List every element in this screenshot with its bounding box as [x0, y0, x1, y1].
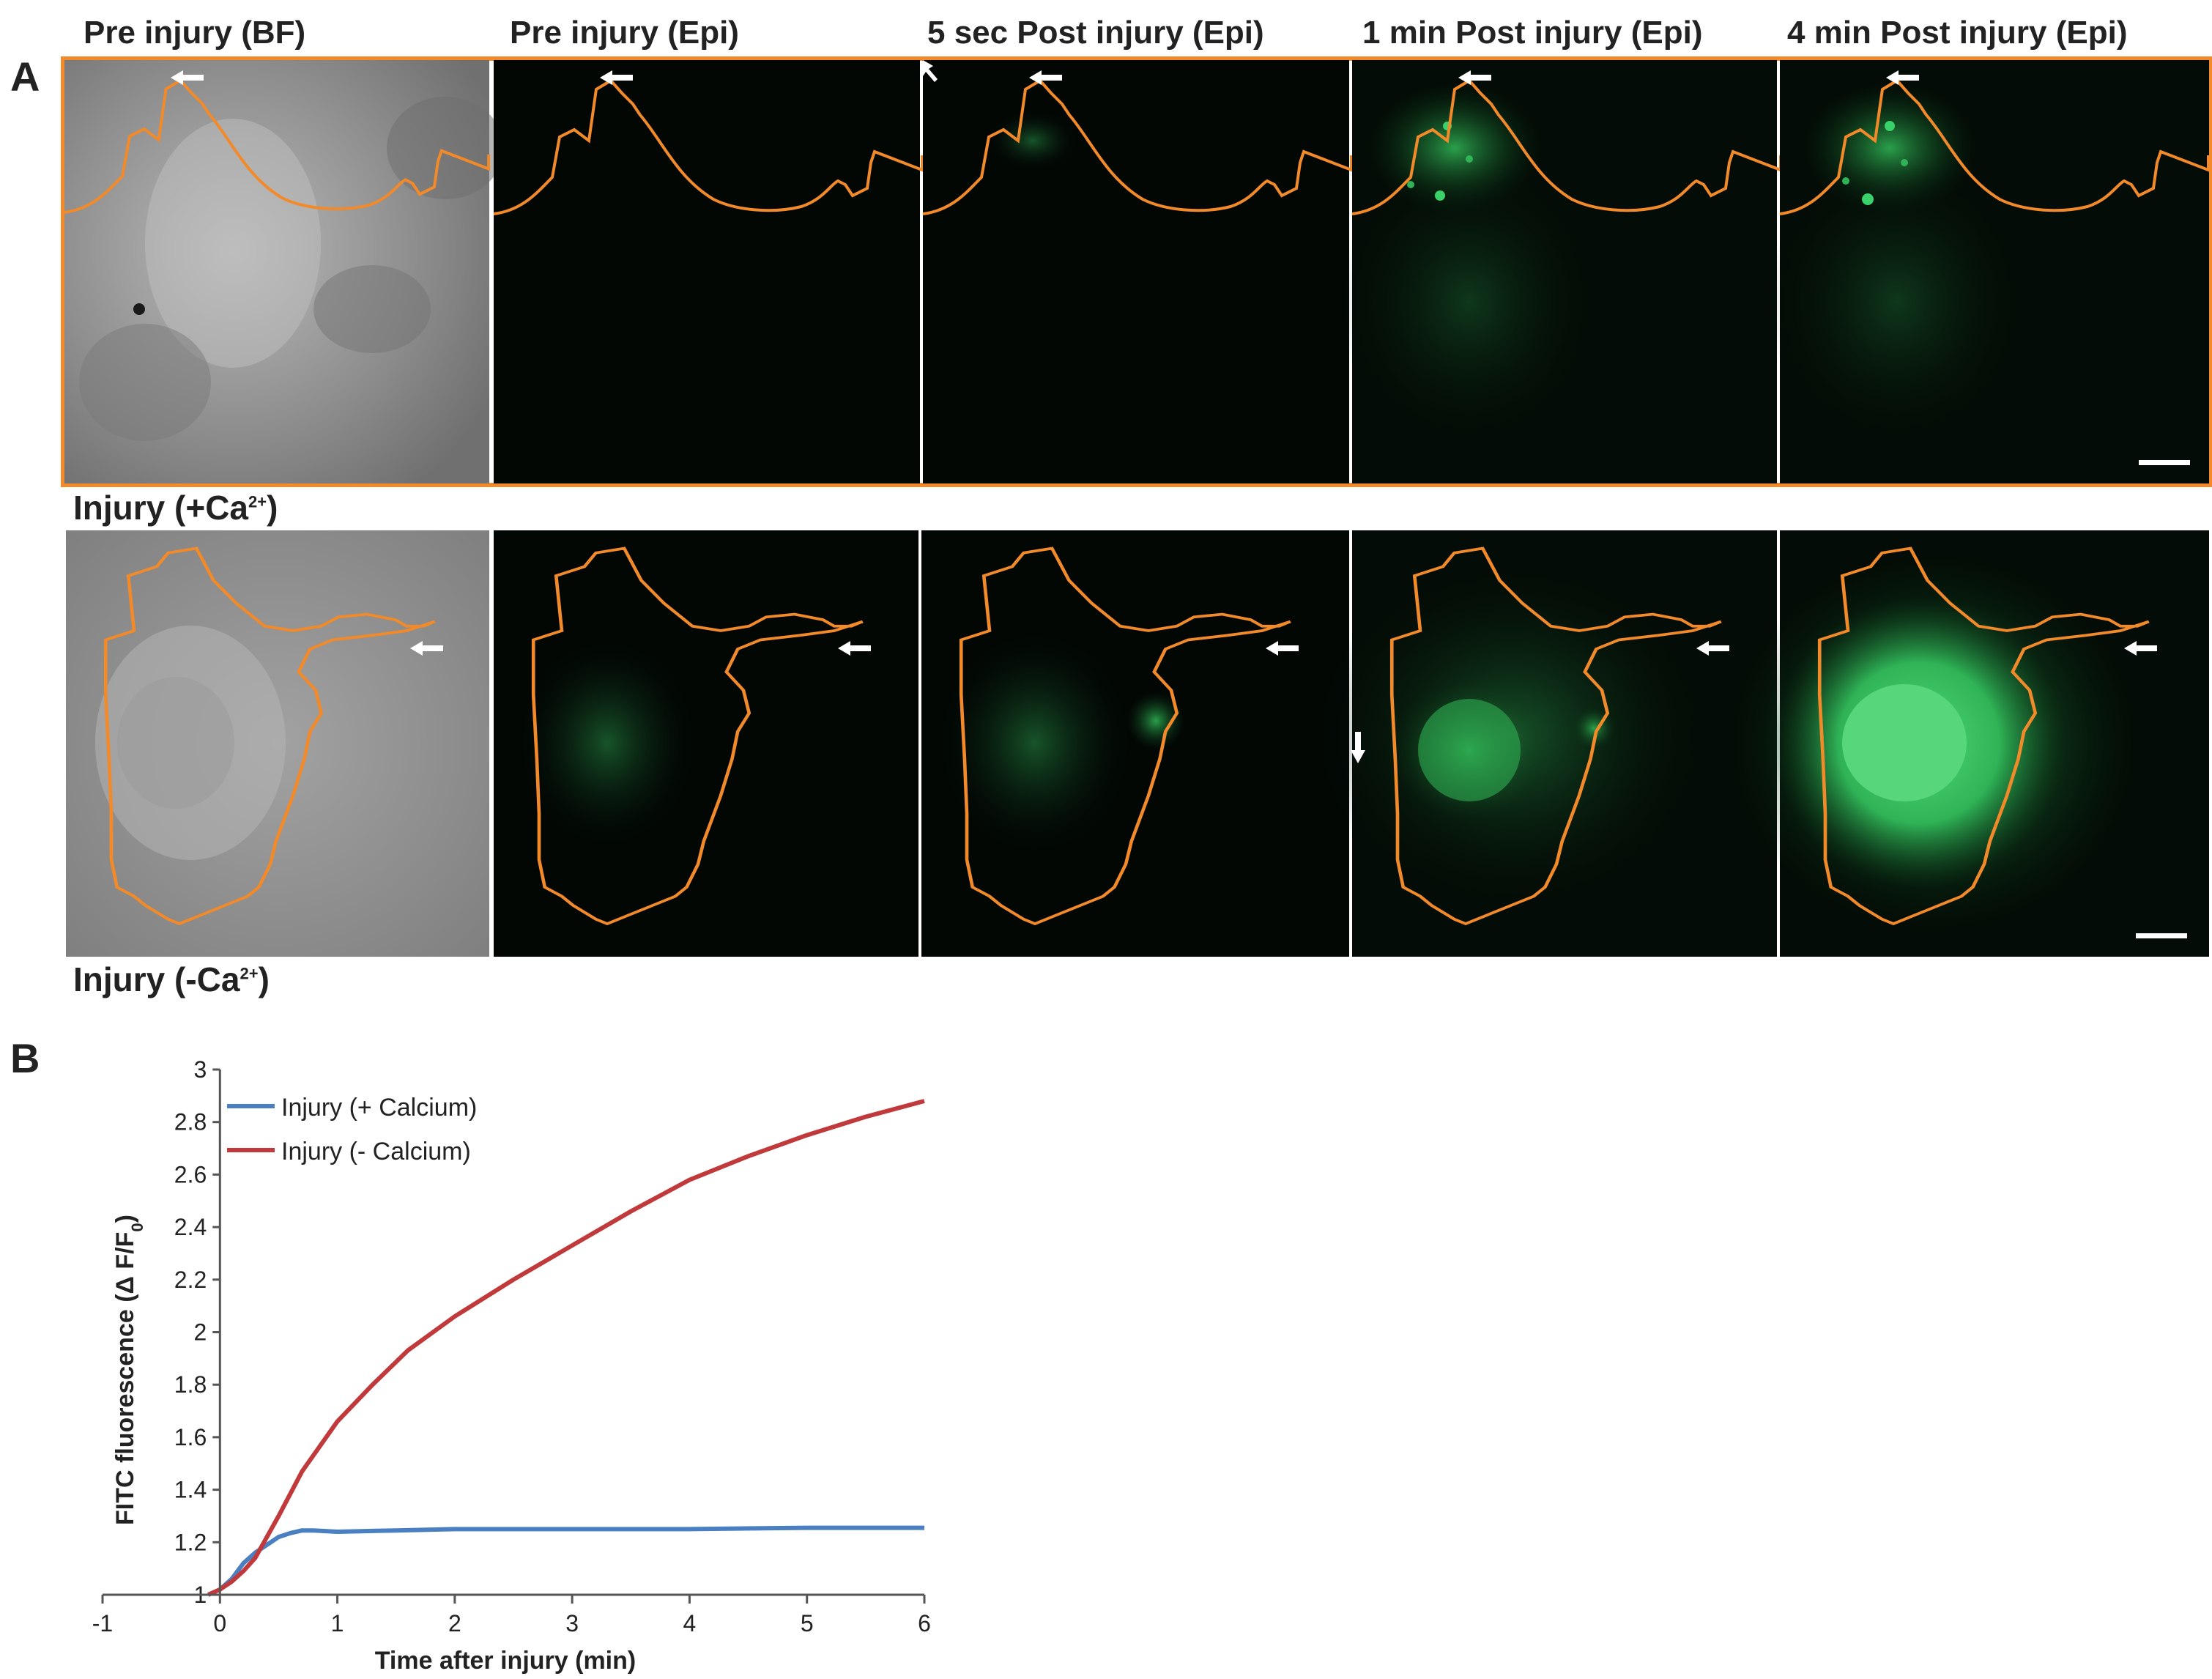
column-title-1min-post-injury: 1 min Post injury (Epi): [1362, 15, 1703, 51]
x-tick-label: 4: [683, 1610, 697, 1637]
row-label-injury-plus-calcium: Injury (+Ca2+): [73, 489, 278, 527]
y-tick-label: 2.8: [174, 1109, 207, 1135]
y-tick-label: 3: [193, 1056, 207, 1083]
legend-label-plus-calcium: Injury (+ Calcium): [281, 1094, 477, 1122]
panel-a-label: A: [10, 53, 40, 100]
x-tick-label: -1: [92, 1610, 113, 1637]
series-line-minus-calcium: [207, 1099, 925, 1597]
x-axis-title: Time after injury (min): [375, 1647, 636, 1675]
y-tick-label: 1.4: [174, 1477, 207, 1503]
column-title-5sec-post-injury: 5 sec Post injury (Epi): [927, 15, 1264, 51]
y-tick-label: 2: [193, 1319, 207, 1346]
column-title-pre-injury-epi: Pre injury (Epi): [510, 15, 739, 51]
y-tick-label: 2.6: [174, 1161, 207, 1187]
x-tick-label: 2: [448, 1610, 461, 1637]
x-tick-label: 6: [918, 1610, 931, 1637]
fluorescence-line-chart: 11.21.41.61.822.22.42.62.83 -1 0 1 2 3 4 5 6 In…: [92, 1056, 931, 1675]
row-label-injury-minus-calcium: Injury (-Ca2+): [73, 960, 270, 998]
injury-arrow-icon: [171, 70, 204, 85]
x-tick-label: 0: [213, 1610, 226, 1637]
column-title-4min-post-injury: 4 min Post injury (Epi): [1787, 15, 2128, 51]
column-title-pre-injury-bf: Pre injury (BF): [83, 15, 306, 51]
y-tick-label: 1.6: [174, 1424, 207, 1450]
x-tick-label: 1: [331, 1610, 344, 1637]
y-axis-title: FITC fluorescence (Δ F/F0): [111, 1215, 146, 1525]
series-line-plus-calcium: [207, 1525, 924, 1597]
y-tick-label: 2.2: [174, 1267, 207, 1293]
x-tick-label: 3: [565, 1610, 579, 1637]
x-tick-label: 5: [801, 1610, 814, 1637]
panel-b-label: B: [10, 1035, 40, 1081]
y-tick-label: 1.2: [174, 1529, 207, 1555]
y-tick-label: 1.8: [174, 1371, 207, 1398]
legend-label-minus-calcium: Injury (- Calcium): [281, 1138, 471, 1165]
micrograph-grid: [61, 56, 2212, 957]
y-tick-label: 2.4: [174, 1214, 207, 1240]
